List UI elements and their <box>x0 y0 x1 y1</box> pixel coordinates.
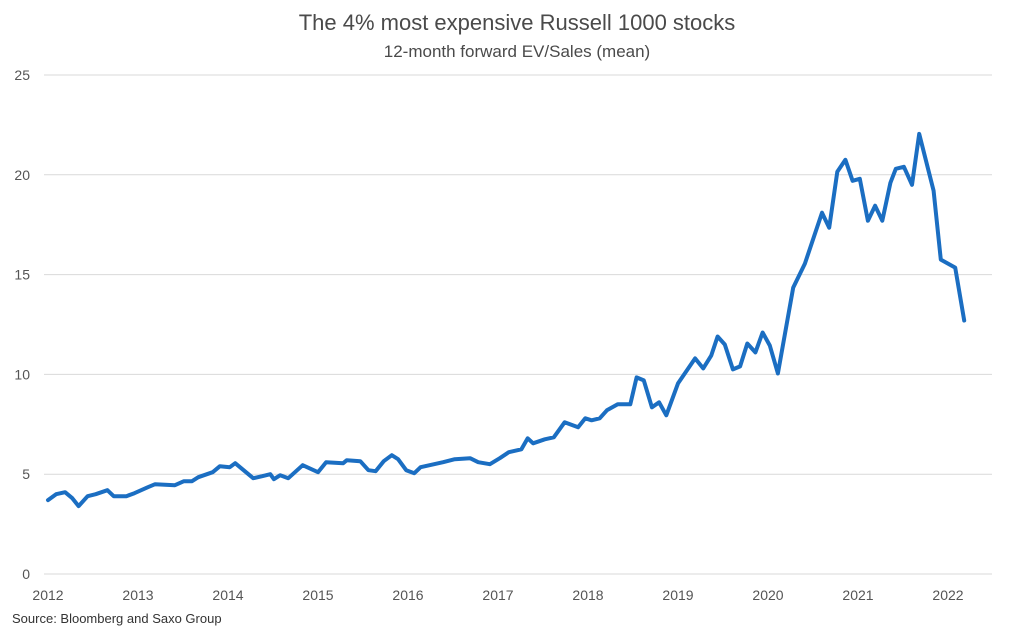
y-axis: 0 5 10 15 20 25 <box>14 67 30 582</box>
series-line <box>46 131 967 509</box>
series-layer <box>46 131 967 509</box>
x-tick-label: 2021 <box>842 587 873 603</box>
chart-subtitle: 12-month forward EV/Sales (mean) <box>384 42 650 61</box>
y-tick-label: 5 <box>22 466 30 482</box>
chart-title: The 4% most expensive Russell 1000 stock… <box>299 10 736 35</box>
x-tick-label: 2012 <box>32 587 63 603</box>
x-axis: 2012 2013 2014 2015 2016 2017 2018 2019 2020 2021… <box>32 587 963 603</box>
y-tick-label: 10 <box>14 366 30 382</box>
x-tick-label: 2016 <box>392 587 423 603</box>
x-tick-label: 2015 <box>302 587 333 603</box>
gridlines <box>44 74 992 575</box>
y-tick-label: 20 <box>14 167 30 183</box>
x-tick-label: 2017 <box>482 587 513 603</box>
x-tick-label: 2013 <box>122 587 153 603</box>
x-tick-label: 2014 <box>212 587 243 603</box>
x-tick-label: 2018 <box>572 587 603 603</box>
y-tick-label: 15 <box>14 267 30 283</box>
x-tick-label: 2022 <box>932 587 963 603</box>
y-tick-label: 25 <box>14 67 30 83</box>
source-note: Source: Bloomberg and Saxo Group <box>12 611 222 626</box>
x-tick-label: 2019 <box>662 587 693 603</box>
y-tick-label: 0 <box>22 566 30 582</box>
x-tick-label: 2020 <box>752 587 783 603</box>
